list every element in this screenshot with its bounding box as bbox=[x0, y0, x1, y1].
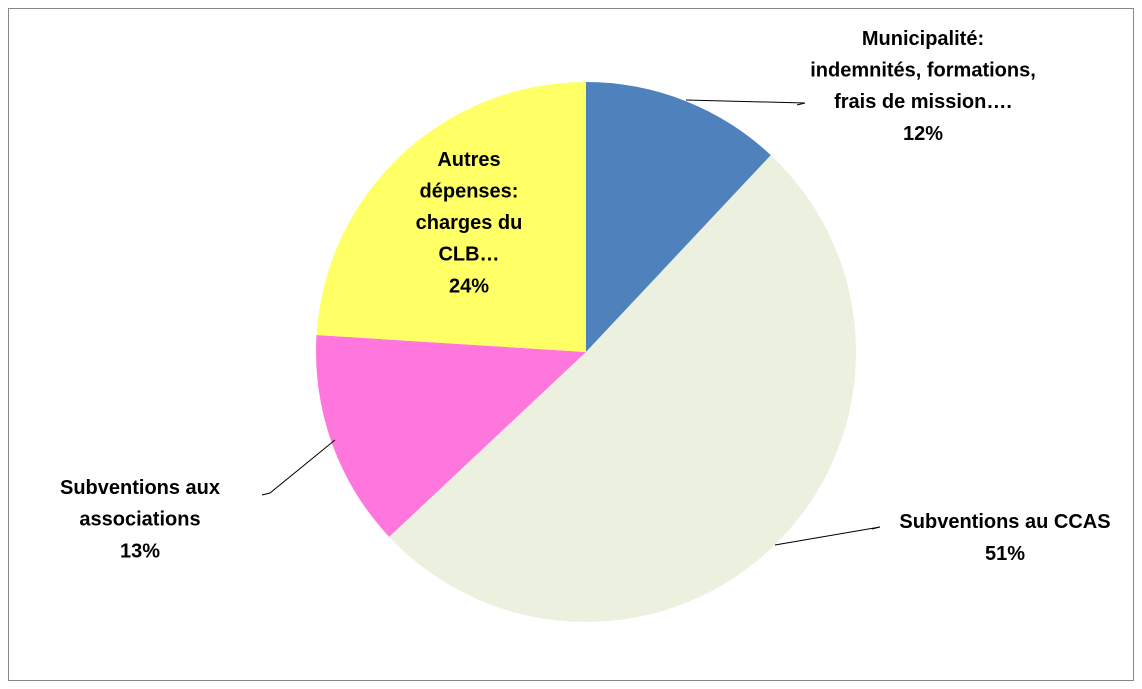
pie-slice bbox=[316, 82, 586, 352]
value-label: 24% bbox=[449, 275, 489, 297]
value-label: 51% bbox=[985, 543, 1025, 565]
leader-line bbox=[261, 439, 336, 496]
category-label: Subventions aux associations bbox=[60, 477, 220, 531]
category-label: Subventions au CCAS bbox=[899, 511, 1110, 533]
value-label: 13% bbox=[120, 540, 160, 562]
category-label: Autres dépenses: charges du CLB… bbox=[416, 149, 523, 266]
value-label: 12% bbox=[903, 123, 943, 145]
leader-line bbox=[774, 526, 881, 546]
leader-line bbox=[685, 99, 806, 106]
category-label: Municipalité: indemnités, formations, frai… bbox=[810, 28, 1036, 113]
pie-slice bbox=[586, 82, 771, 352]
pie-slice bbox=[389, 155, 857, 623]
pie-slice bbox=[316, 335, 586, 537]
